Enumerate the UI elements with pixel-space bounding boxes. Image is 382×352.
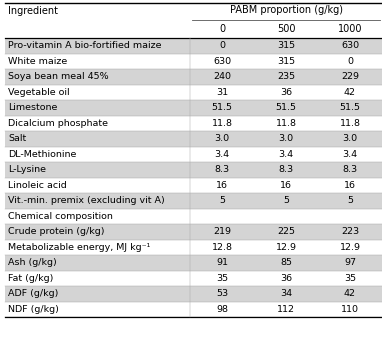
Text: 0: 0 — [347, 57, 353, 66]
Text: Linoleic acid: Linoleic acid — [8, 181, 67, 190]
Text: 3.0: 3.0 — [278, 134, 293, 143]
Text: 3.0: 3.0 — [342, 134, 358, 143]
Text: 35: 35 — [344, 274, 356, 283]
Text: Fat (g/kg): Fat (g/kg) — [8, 274, 53, 283]
Text: 53: 53 — [216, 289, 228, 298]
Text: 51.5: 51.5 — [212, 103, 233, 112]
Bar — [5, 162, 382, 177]
Bar — [5, 286, 382, 302]
Bar — [5, 69, 382, 84]
Text: 31: 31 — [216, 88, 228, 97]
Text: 42: 42 — [344, 289, 356, 298]
Text: 3.0: 3.0 — [214, 134, 230, 143]
Text: 51.5: 51.5 — [340, 103, 361, 112]
Text: 1000: 1000 — [338, 24, 362, 34]
Text: Salt: Salt — [8, 134, 26, 143]
Bar — [5, 38, 382, 54]
Text: 315: 315 — [277, 57, 295, 66]
Text: 225: 225 — [277, 227, 295, 236]
Text: NDF (g/kg): NDF (g/kg) — [8, 305, 59, 314]
Text: Vegetable oil: Vegetable oil — [8, 88, 70, 97]
Bar — [5, 100, 382, 115]
Text: 315: 315 — [277, 41, 295, 50]
Text: Ingredient: Ingredient — [8, 6, 58, 16]
Text: 8.3: 8.3 — [214, 165, 230, 174]
Text: L-Lysine: L-Lysine — [8, 165, 46, 174]
Text: 500: 500 — [277, 24, 295, 34]
Text: DL-Methionine: DL-Methionine — [8, 150, 76, 159]
Text: Dicalcium phosphate: Dicalcium phosphate — [8, 119, 108, 128]
Text: 36: 36 — [280, 88, 292, 97]
Text: 5: 5 — [219, 196, 225, 205]
Bar — [5, 224, 382, 239]
Text: 51.5: 51.5 — [275, 103, 296, 112]
Text: 112: 112 — [277, 305, 295, 314]
Text: Ash (g/kg): Ash (g/kg) — [8, 258, 57, 267]
Text: Pro-vitamin A bio-fortified maize: Pro-vitamin A bio-fortified maize — [8, 41, 162, 50]
Text: 0: 0 — [219, 24, 225, 34]
Text: 34: 34 — [280, 289, 292, 298]
Text: 12.9: 12.9 — [340, 243, 361, 252]
Text: 11.8: 11.8 — [212, 119, 233, 128]
Text: 223: 223 — [341, 227, 359, 236]
Text: 42: 42 — [344, 88, 356, 97]
Text: 36: 36 — [280, 274, 292, 283]
Text: 3.4: 3.4 — [342, 150, 358, 159]
Text: White maize: White maize — [8, 57, 67, 66]
Text: ADF (g/kg): ADF (g/kg) — [8, 289, 58, 298]
Text: 5: 5 — [347, 196, 353, 205]
Text: 3.4: 3.4 — [214, 150, 230, 159]
Text: 240: 240 — [213, 72, 231, 81]
Text: 630: 630 — [213, 57, 231, 66]
Bar — [5, 131, 382, 146]
Text: 16: 16 — [344, 181, 356, 190]
Text: 8.3: 8.3 — [342, 165, 358, 174]
Text: Limestone: Limestone — [8, 103, 57, 112]
Text: 235: 235 — [277, 72, 295, 81]
Text: 97: 97 — [344, 258, 356, 267]
Text: 85: 85 — [280, 258, 292, 267]
Text: 98: 98 — [216, 305, 228, 314]
Text: Soya bean meal 45%: Soya bean meal 45% — [8, 72, 108, 81]
Text: Chemical composition: Chemical composition — [8, 212, 113, 221]
Text: 219: 219 — [213, 227, 231, 236]
Text: PABM proportion (g/kg): PABM proportion (g/kg) — [230, 5, 343, 15]
Text: 8.3: 8.3 — [278, 165, 293, 174]
Text: 110: 110 — [341, 305, 359, 314]
Text: 16: 16 — [280, 181, 292, 190]
Text: 5: 5 — [283, 196, 289, 205]
Text: 35: 35 — [216, 274, 228, 283]
Text: Metabolizable energy, MJ kg⁻¹: Metabolizable energy, MJ kg⁻¹ — [8, 243, 151, 252]
Text: 11.8: 11.8 — [340, 119, 361, 128]
Text: 630: 630 — [341, 41, 359, 50]
Text: Crude protein (g/kg): Crude protein (g/kg) — [8, 227, 105, 236]
Text: 12.9: 12.9 — [275, 243, 296, 252]
Text: 91: 91 — [216, 258, 228, 267]
Text: 11.8: 11.8 — [275, 119, 296, 128]
Text: Vit.-min. premix (excluding vit A): Vit.-min. premix (excluding vit A) — [8, 196, 165, 205]
Text: 0: 0 — [219, 41, 225, 50]
Text: 3.4: 3.4 — [278, 150, 293, 159]
Text: 12.8: 12.8 — [212, 243, 233, 252]
Text: 16: 16 — [216, 181, 228, 190]
Bar — [5, 193, 382, 208]
Bar — [5, 255, 382, 270]
Text: 229: 229 — [341, 72, 359, 81]
